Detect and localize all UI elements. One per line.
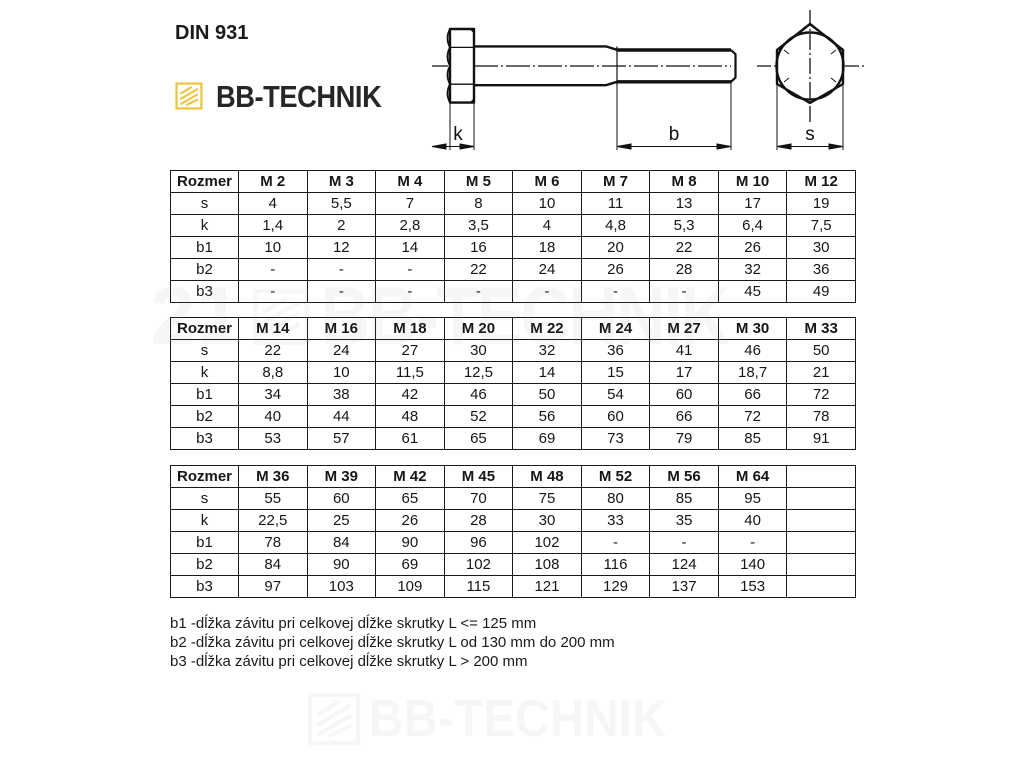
svg-text:b: b xyxy=(669,124,680,145)
svg-text:k: k xyxy=(453,124,463,145)
svg-text:s: s xyxy=(805,124,815,145)
